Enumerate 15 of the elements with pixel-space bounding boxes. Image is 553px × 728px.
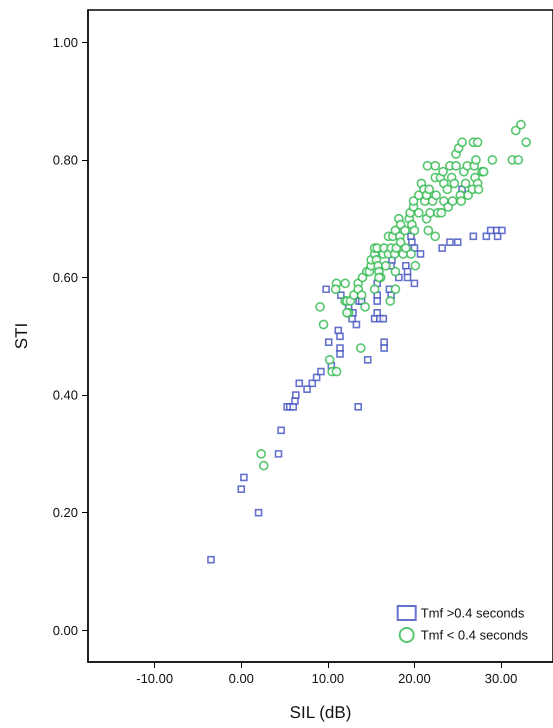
y-tick-label: 0.40	[52, 388, 78, 403]
y-axis-title: STI	[12, 322, 31, 350]
legend-label: Tmf < 0.4 seconds	[420, 628, 528, 642]
y-tick-label: 0.60	[52, 270, 78, 285]
legend-label: Tmf >0.4 seconds	[420, 606, 525, 620]
y-tick-label: 0.20	[52, 505, 78, 520]
x-tick-label: 20.00	[398, 671, 431, 686]
y-tick-label: 1.00	[52, 34, 78, 50]
y-tick-label: 0.00	[52, 622, 78, 638]
x-tick-label: 10.00	[312, 671, 344, 686]
x-tick-label: 30.00	[484, 671, 518, 686]
x-axis-title: SIL (dB)	[290, 703, 352, 722]
x-tick-label: -10.00	[136, 671, 174, 686]
y-tick-label: 0.80	[52, 152, 78, 168]
x-tick-label: 0.00	[228, 671, 254, 686]
